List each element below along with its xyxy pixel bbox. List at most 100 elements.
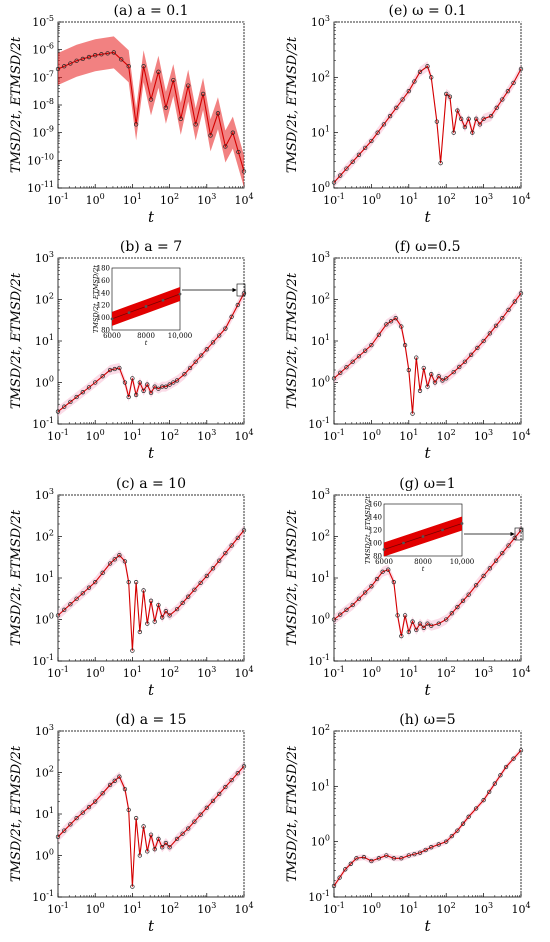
x-tick-label: 104 (511, 428, 530, 443)
x-tick-label: 101 (123, 192, 142, 207)
data-point (133, 580, 139, 585)
panel-title: (f) ω=0.5 (395, 239, 461, 255)
data-point (455, 108, 460, 113)
inset-point (382, 548, 386, 551)
data-point (423, 847, 428, 853)
data-point (236, 149, 241, 155)
x-tick-label: 10-1 (47, 665, 69, 680)
data-point (466, 814, 471, 819)
axes-box (57, 730, 245, 898)
data-point (400, 97, 405, 102)
trajectory-band (334, 525, 521, 642)
data-point (204, 573, 209, 579)
data-point (511, 756, 516, 761)
data-point (354, 856, 359, 861)
zoom-region (514, 527, 524, 541)
data-point (434, 119, 440, 124)
data-point (133, 122, 139, 127)
inset-g: 6000 8000 10,000 80 100 120 140 160 t TMSD/2t, ET… (364, 496, 474, 573)
data-point (440, 378, 445, 383)
data-point (117, 365, 122, 371)
data-point (130, 376, 135, 381)
y-tick-label: 10-6 (32, 42, 54, 57)
data-point (462, 124, 468, 130)
data-point (417, 850, 423, 855)
data-point (361, 855, 367, 860)
data-point (518, 291, 524, 296)
panel-title: (c) a = 10 (116, 476, 186, 492)
data-point (475, 345, 480, 351)
data-point (186, 826, 191, 831)
x-tick-label: 103 (474, 901, 493, 916)
data-point (343, 867, 348, 872)
inset-point (441, 528, 444, 532)
data-point (466, 592, 471, 597)
inset-x-tick-label: 8000 (137, 332, 155, 340)
data-point (473, 806, 479, 811)
data-point (493, 558, 499, 563)
data-point (241, 169, 247, 174)
data-point (506, 307, 511, 313)
x-tick-label: 101 (123, 428, 142, 443)
data-point (62, 404, 67, 409)
data-point (145, 849, 150, 854)
data-point (148, 390, 154, 396)
inset-point (178, 292, 182, 296)
data-point (80, 591, 85, 596)
data-point (518, 66, 524, 72)
data-point (473, 583, 479, 588)
data-point (421, 365, 426, 371)
data-point (425, 64, 430, 69)
data-point (148, 97, 154, 102)
inset-x-tick-label: 8000 (414, 558, 432, 566)
panel-g: 10-1 100 101 102 103 104 10-1 100 101 102 103 (g) ω… (285, 476, 531, 699)
data-point (500, 550, 505, 556)
y-tick-label: 10-10 (27, 152, 54, 167)
data-point (444, 91, 449, 97)
data-point (425, 384, 430, 389)
panel-title: (b) a = 7 (120, 239, 182, 255)
data-point (86, 385, 92, 390)
data-point (99, 52, 104, 57)
data-point (459, 116, 464, 121)
y-tick-label: 101 (311, 333, 330, 348)
data-point (444, 376, 449, 381)
inset-b: 6000 8000 10,000 80 100 120 140 160 180 t TMSD/2t,… (92, 265, 192, 348)
data-point (122, 786, 128, 792)
inset-x-tick-label: 6000 (103, 332, 121, 340)
x-tick-label: 102 (160, 901, 179, 916)
data-point (55, 613, 61, 618)
panel-title: (a) a = 0.1 (114, 3, 189, 19)
inset-point (421, 535, 425, 538)
y-tick-label: 102 (311, 723, 330, 738)
x-tick-label: 100 (362, 428, 381, 443)
data-point (449, 611, 454, 616)
data-point (417, 621, 423, 626)
data-point (223, 326, 228, 331)
x-tick-label: 100 (86, 428, 105, 443)
y-axis-label: TMSD/2t, ETMSD/2t (9, 509, 24, 646)
x-tick-label: 10-1 (47, 192, 69, 207)
data-point (86, 54, 92, 60)
data-point (331, 617, 337, 622)
x-tick-label: 102 (160, 428, 179, 443)
data-point (156, 602, 161, 608)
data-point (449, 833, 454, 839)
data-point (331, 883, 337, 889)
data-point (369, 858, 374, 864)
x-tick-label: 102 (437, 428, 456, 443)
inset-x-label: t (422, 565, 425, 573)
x-tick-label: 101 (123, 665, 142, 680)
data-point (68, 399, 73, 405)
y-tick-label: 10-1 (308, 653, 330, 668)
data-point (412, 79, 417, 84)
data-point (74, 596, 79, 601)
x-tick-label: 102 (160, 192, 179, 207)
data-point (374, 576, 380, 582)
inset-x-tick-label: 6000 (375, 558, 393, 566)
y-axis-label: TMSD/2t, ETMSD/2t (285, 509, 300, 646)
data-point (100, 374, 105, 379)
x-tick-label: 102 (437, 665, 456, 680)
y-tick-label: 103 (35, 250, 54, 265)
data-point (204, 805, 209, 810)
